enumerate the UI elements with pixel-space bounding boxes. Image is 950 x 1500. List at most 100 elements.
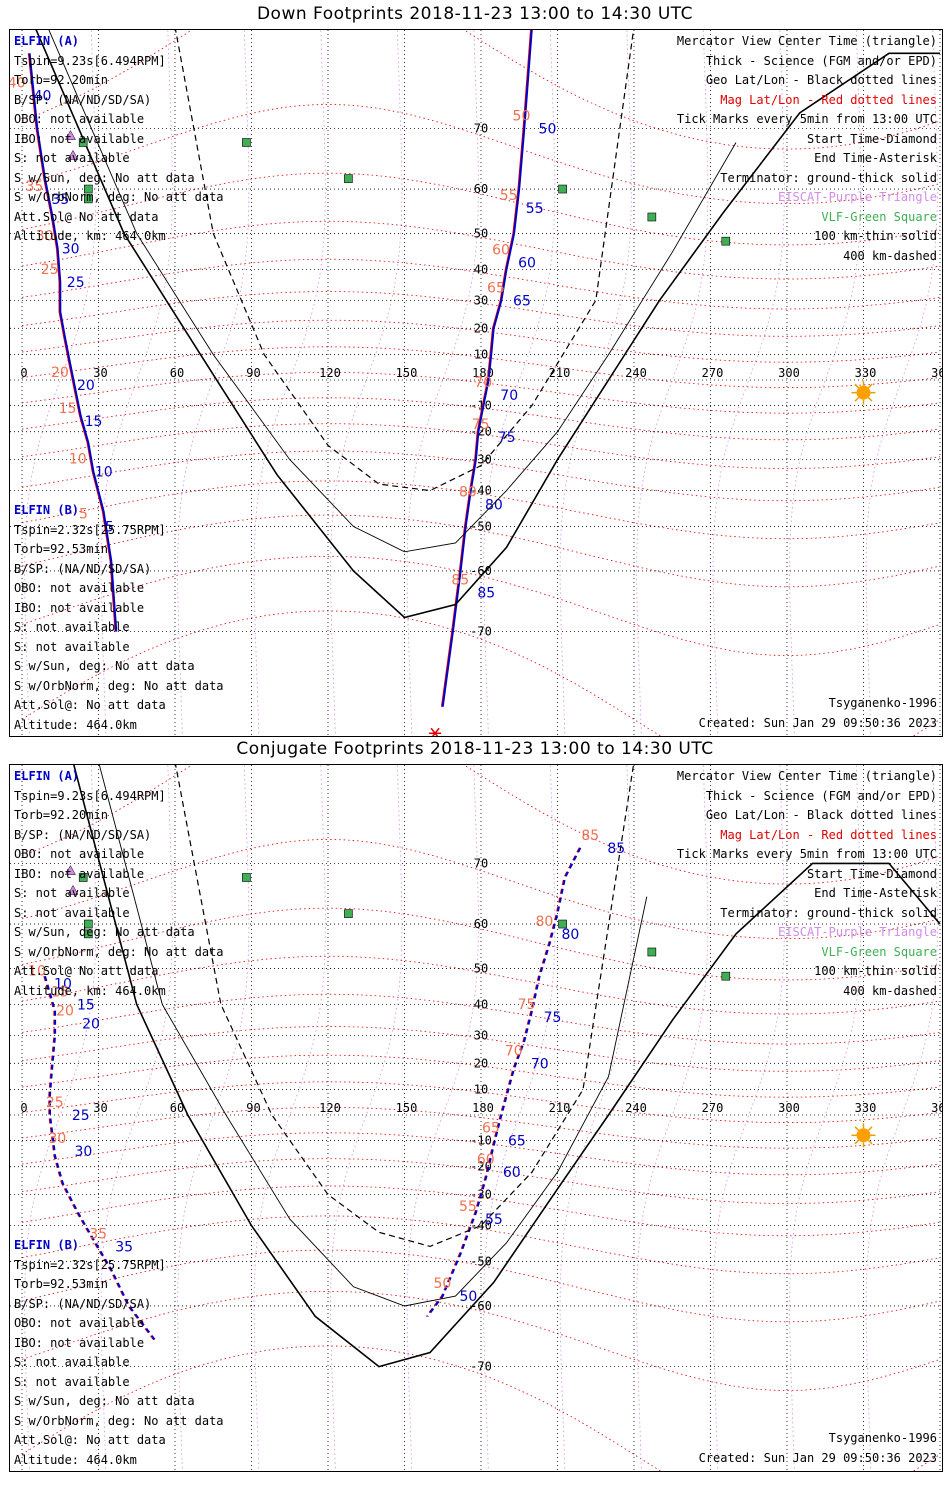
info-line: S: not available (14, 905, 130, 920)
info-line: S w/Sun, deg: No att data (14, 170, 195, 185)
created-label: Created: Sun Jan 29 09:50:36 2023 (698, 716, 937, 730)
track-tick-label: 60 (518, 256, 536, 272)
lon-tick-label: 360 (931, 366, 942, 380)
vlf-site-marker (84, 194, 93, 204)
elfin-b-info: ELFIN (B) Tspin=2.32s[25.75RPM] Torb=92.53… (14, 501, 224, 735)
track-tick-label: 75 (498, 430, 516, 446)
mag-lat-line (21, 1158, 941, 1205)
track-tick-label: 65 (508, 1133, 526, 1149)
track-tick-label: 50 (460, 1289, 478, 1305)
created-label: Created: Sun Jan 29 09:50:36 2023 (698, 1451, 937, 1465)
mag-lat-line (21, 346, 941, 389)
legend-entry: Thick - Science (FGM and/or EPD) (705, 788, 937, 803)
legend-entry: Mercator View Center Time (triangle) (676, 34, 937, 48)
model-label: Tsyganenko-1996 (828, 696, 937, 710)
mag-tick-label: 80 (459, 484, 477, 500)
mag-lat-line (21, 290, 941, 337)
track-tick-label: 60 (503, 1165, 521, 1181)
mag-tick-label: 10 (69, 452, 87, 468)
info-line: Tspin=2.32s[25.75RPM] (14, 1257, 166, 1272)
conjugate-footprints-panel: 0 30 60 90 120 150 180 210 240 270 300 330 360 70 60 50… (9, 764, 943, 1472)
lon-tick-label: 210 (549, 1101, 571, 1115)
mag-tick-label: 40 (10, 75, 25, 91)
mag-tick-label: 50 (513, 108, 531, 124)
info-line: S w/OrbNorm, deg: No att data (14, 1413, 224, 1428)
info-line: Altitude, km: 464.0km (14, 983, 166, 998)
mag-lon-line (253, 30, 326, 734)
track-tick-label: 70 (500, 388, 518, 404)
info-line: Tspin=9.23s[6.494RPM] (14, 53, 166, 68)
track-tick-label: 10 (54, 977, 72, 993)
track-tick-label: 20 (82, 1016, 100, 1032)
vlf-site-marker (647, 212, 657, 222)
mag-lon-line (789, 765, 862, 1469)
mag-lon-line (24, 765, 97, 1469)
mag-lat-line (21, 397, 941, 441)
track-tick-label: 85 (477, 586, 495, 602)
mag-tick-label: 20 (51, 365, 69, 381)
lon-tick-label: 120 (319, 366, 341, 380)
info-line: OBO: not available (14, 847, 145, 861)
lon-tick-label: 180 (472, 1101, 494, 1115)
mag-tick-label: 70 (474, 375, 492, 391)
lat-tick-label: 40 (474, 997, 488, 1011)
mag-tick-label: 70 (505, 1043, 523, 1059)
geo-grid (10, 765, 942, 1471)
lat-tick-label: -40 (470, 484, 492, 498)
track-tick-label: 55 (526, 201, 544, 217)
info-line: IBO: not available (14, 131, 145, 146)
mag-lat-line (21, 450, 941, 502)
mag-tick-label: 25 (46, 1095, 64, 1111)
mag-lat-line (21, 1081, 941, 1124)
lat-tick-label: 40 (474, 262, 488, 276)
mag-lon-line (100, 30, 173, 734)
sun-icon (851, 1123, 876, 1148)
vlf-site-marker (78, 138, 88, 147)
elfin-track (441, 30, 533, 707)
track-tick-label: 35 (52, 192, 70, 208)
legend-entry: Tick Marks every 5min from 13:00 UTC (676, 112, 937, 126)
vlf-site-marker (721, 971, 731, 981)
sun-disc (856, 1128, 871, 1143)
mag-lat-line (21, 220, 941, 280)
info-line: OBO: not available (14, 112, 145, 126)
lat-tick-label: 70 (474, 856, 488, 870)
vlf-site-marker (242, 138, 251, 147)
legend-entry: End Time-Asterisk (814, 886, 937, 900)
mag-tick-label: 60 (477, 1152, 495, 1168)
sun-ray (867, 397, 873, 402)
track-tick-label: 40 (34, 88, 52, 104)
terminator-ground-line (35, 30, 940, 619)
lat-tick-label: -10 (470, 398, 492, 412)
track-tick-label: 15 (85, 414, 103, 430)
legend-entry: Mag Lat/Lon - Red dotted lines (720, 92, 937, 107)
lat-tick-label: -70 (470, 1360, 492, 1374)
eiscat-site-marker (65, 865, 76, 875)
info-line: Tspin=9.23s[6.494RPM] (14, 788, 166, 803)
info-line: S: not available (14, 886, 130, 900)
lon-tick-label: 60 (170, 1101, 184, 1115)
sun-ray (854, 1139, 860, 1145)
mag-tick-label: 30 (48, 1131, 66, 1147)
info-line: OBO: not available (14, 1316, 145, 1330)
info-line: S w/Sun, deg: No att data (14, 1394, 195, 1408)
track-tick-label: 50 (539, 121, 557, 137)
track-tick-label: 55 (485, 1212, 503, 1228)
lat-tick-label: 70 (474, 121, 488, 135)
legend-entry: Tick Marks every 5min from 13:00 UTC (676, 847, 937, 861)
eiscat-site-marker (65, 130, 76, 140)
info-line: IBO: not available (14, 1335, 145, 1350)
lon-tick-label: 300 (778, 366, 800, 380)
lon-tick-label: 30 (93, 366, 107, 380)
vlf-site-marker (242, 873, 251, 882)
mag-tick-label: 55 (459, 1199, 477, 1215)
mag-lat-line (21, 1185, 941, 1237)
model-label: Tsyganenko-1996 (828, 1431, 937, 1445)
conjugate-footprints-map: 0 30 60 90 120 150 180 210 240 270 300 330 360 70 60 50… (10, 765, 942, 1471)
mag-tick-label: 50 (434, 1276, 452, 1292)
legend-entry: End Time-Asterisk (814, 151, 937, 165)
info-line: S: not available (14, 620, 130, 634)
info-line: OBO: not available (14, 581, 145, 595)
terminator-400km-line (175, 30, 635, 492)
vlf-site-marker (344, 174, 353, 183)
